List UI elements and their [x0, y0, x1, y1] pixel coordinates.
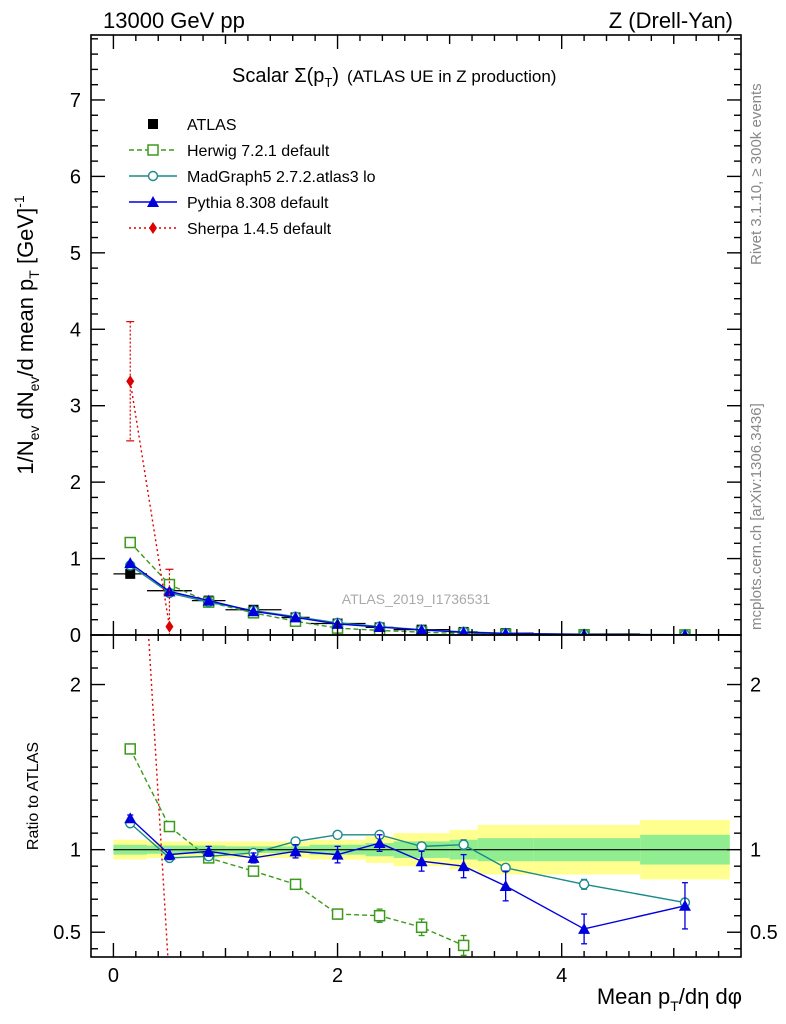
- main-panel-title: Scalar Σ(pT) (ATLAS UE in Z production): [232, 65, 556, 90]
- legend-marker-madgraph: [147, 170, 159, 182]
- main-point-pythia: [289, 611, 302, 623]
- main-point-pythia: [501, 627, 510, 635]
- legend: ATLAS Herwig 7.2.1 default MadGraph5 2.7.2…: [129, 117, 376, 238]
- mcplots-reference-label: mcplots.cern.ch [arXiv:1306.3436]: [748, 403, 765, 630]
- ratio-y-tick-label: 0.5: [53, 922, 81, 944]
- main-point-pythia: [124, 557, 137, 569]
- ratio-point-madgraph: [578, 879, 590, 890]
- main-point-pythia: [202, 594, 215, 606]
- axes-layer: 0 1 2 3 4 5 6 7 0 2 4 0.5 0.5 1 1 2 2: [53, 34, 778, 987]
- header-process-label: Z (Drell-Yan): [609, 8, 733, 33]
- main-y-tick-label: 0: [70, 625, 81, 647]
- main-line-herwig: [129, 542, 685, 635]
- ratio-point-pythia: [373, 837, 386, 849]
- main-y-axis-label: 1/Nev dNev/d mean pT [GeV]-1: [11, 195, 42, 475]
- x-tick-label: 4: [556, 965, 567, 987]
- ratio-point-herwig: [124, 743, 136, 755]
- ratio-point-herwig: [247, 865, 260, 877]
- title-sub-t: T: [324, 75, 332, 90]
- main-series-layer: [113, 321, 730, 635]
- main-line-pythia: [129, 562, 685, 635]
- main-y-tick-label: 5: [70, 243, 81, 265]
- ratio-series-pythia: [124, 812, 691, 945]
- ratio-point-pythia: [415, 855, 428, 867]
- rivet-version-label: Rivet 3.1.10, ≥ 300k events: [748, 83, 765, 265]
- main-series-herwig: [124, 536, 691, 635]
- ratio-point-madgraph: [416, 841, 427, 852]
- main-point-pythia: [247, 605, 260, 617]
- analysis-watermark: ATLAS_2019_I1736531: [342, 591, 491, 607]
- main-point-pythia: [458, 626, 469, 635]
- ratio-point-pythia: [289, 845, 302, 857]
- x-tick-label: 0: [108, 965, 119, 987]
- ratio-point-madgraph: [458, 839, 469, 850]
- main-y-tick-label: 6: [70, 166, 81, 188]
- legend-label-madgraph: MadGraph5 2.7.2.atlas3 lo: [187, 169, 376, 186]
- legend-label-atlas: ATLAS: [187, 117, 237, 134]
- ratio-point-pythia: [578, 922, 591, 934]
- legend-label-pythia: Pythia 8.308 default: [187, 195, 329, 212]
- ratio-series-sherpa: [147, 635, 169, 957]
- ratio-point-pythia: [163, 848, 176, 860]
- ratio-point-madgraph: [332, 829, 343, 841]
- ratio-y-tick-label: 1: [70, 840, 81, 862]
- title-close: ): [332, 65, 339, 87]
- ratio-point-herwig: [331, 908, 344, 920]
- main-point-atlas: [125, 568, 136, 579]
- legend-entry-atlas: ATLAS: [148, 117, 237, 134]
- title-prefix: Scalar: [232, 65, 294, 87]
- x-axis-label: Mean pT/dη dφ: [597, 984, 742, 1014]
- main-point-pythia: [415, 623, 428, 635]
- legend-label-herwig: Herwig 7.2.1 default: [187, 143, 330, 160]
- ratio-y-tick-label-right: 0.5: [750, 922, 778, 944]
- header-energy-label: 13000 GeV pp: [103, 8, 245, 33]
- title-sigma: Σ(p: [294, 65, 324, 87]
- ratio-point-herwig: [415, 921, 428, 934]
- ratio-point-herwig: [457, 939, 470, 952]
- main-y-tick-label: 2: [70, 472, 81, 494]
- ratio-point-pythia: [124, 812, 137, 824]
- main-y-tick-label: 1: [70, 549, 81, 571]
- legend-marker-herwig: [147, 144, 159, 156]
- main-y-tick-label: 7: [70, 90, 81, 112]
- ratio-y-tick-label-right: 2: [750, 675, 761, 697]
- legend-marker-sherpa: [149, 222, 157, 234]
- main-y-tick-label: 4: [70, 319, 81, 341]
- ratio-point-pythia: [202, 845, 215, 857]
- title-suffix: (ATLAS UE in Z production): [347, 67, 556, 86]
- legend-entry-pythia: Pythia 8.308 default: [129, 195, 329, 212]
- legend-entry-herwig: Herwig 7.2.1 default: [129, 143, 330, 160]
- ratio-point-pythia: [457, 860, 470, 872]
- main-y-tick-label: 3: [70, 396, 81, 418]
- legend-label-sherpa: Sherpa 1.4.5 default: [187, 221, 332, 238]
- ratio-y-tick-label-right: 1: [750, 840, 761, 862]
- ratio-y-tick-label: 2: [70, 675, 81, 697]
- ratio-series-layer: [124, 635, 691, 957]
- ratio-point-pythia: [499, 879, 512, 891]
- ratio-point-herwig: [289, 878, 302, 891]
- ratio-line-pythia: [129, 817, 686, 930]
- ratio-panel-frame: [90, 634, 742, 958]
- legend-entry-sherpa: Sherpa 1.4.5 default: [129, 221, 332, 238]
- ratio-line-madgraph: [129, 822, 686, 904]
- ratio-y-axis-label: Ratio to ATLAS: [25, 742, 42, 850]
- main-point-sherpa: [165, 620, 174, 633]
- main-series-sherpa: [126, 321, 174, 635]
- ratio-point-herwig: [373, 909, 386, 922]
- ratio-point-pythia: [247, 851, 260, 863]
- legend-marker-pythia: [147, 196, 159, 207]
- main-point-sherpa: [126, 375, 135, 388]
- legend-entry-madgraph: MadGraph5 2.7.2.atlas3 lo: [129, 169, 376, 186]
- legend-marker-atlas: [148, 119, 158, 129]
- ratio-line-sherpa: [147, 635, 169, 957]
- main-line-sherpa: [129, 381, 171, 627]
- x-tick-label: 2: [332, 965, 343, 987]
- ratio-point-pythia: [331, 848, 344, 860]
- main-point-herwig: [124, 536, 136, 549]
- ratio-point-pythia: [678, 899, 691, 911]
- ratio-point-herwig: [163, 820, 176, 833]
- main-point-pythia: [681, 628, 689, 635]
